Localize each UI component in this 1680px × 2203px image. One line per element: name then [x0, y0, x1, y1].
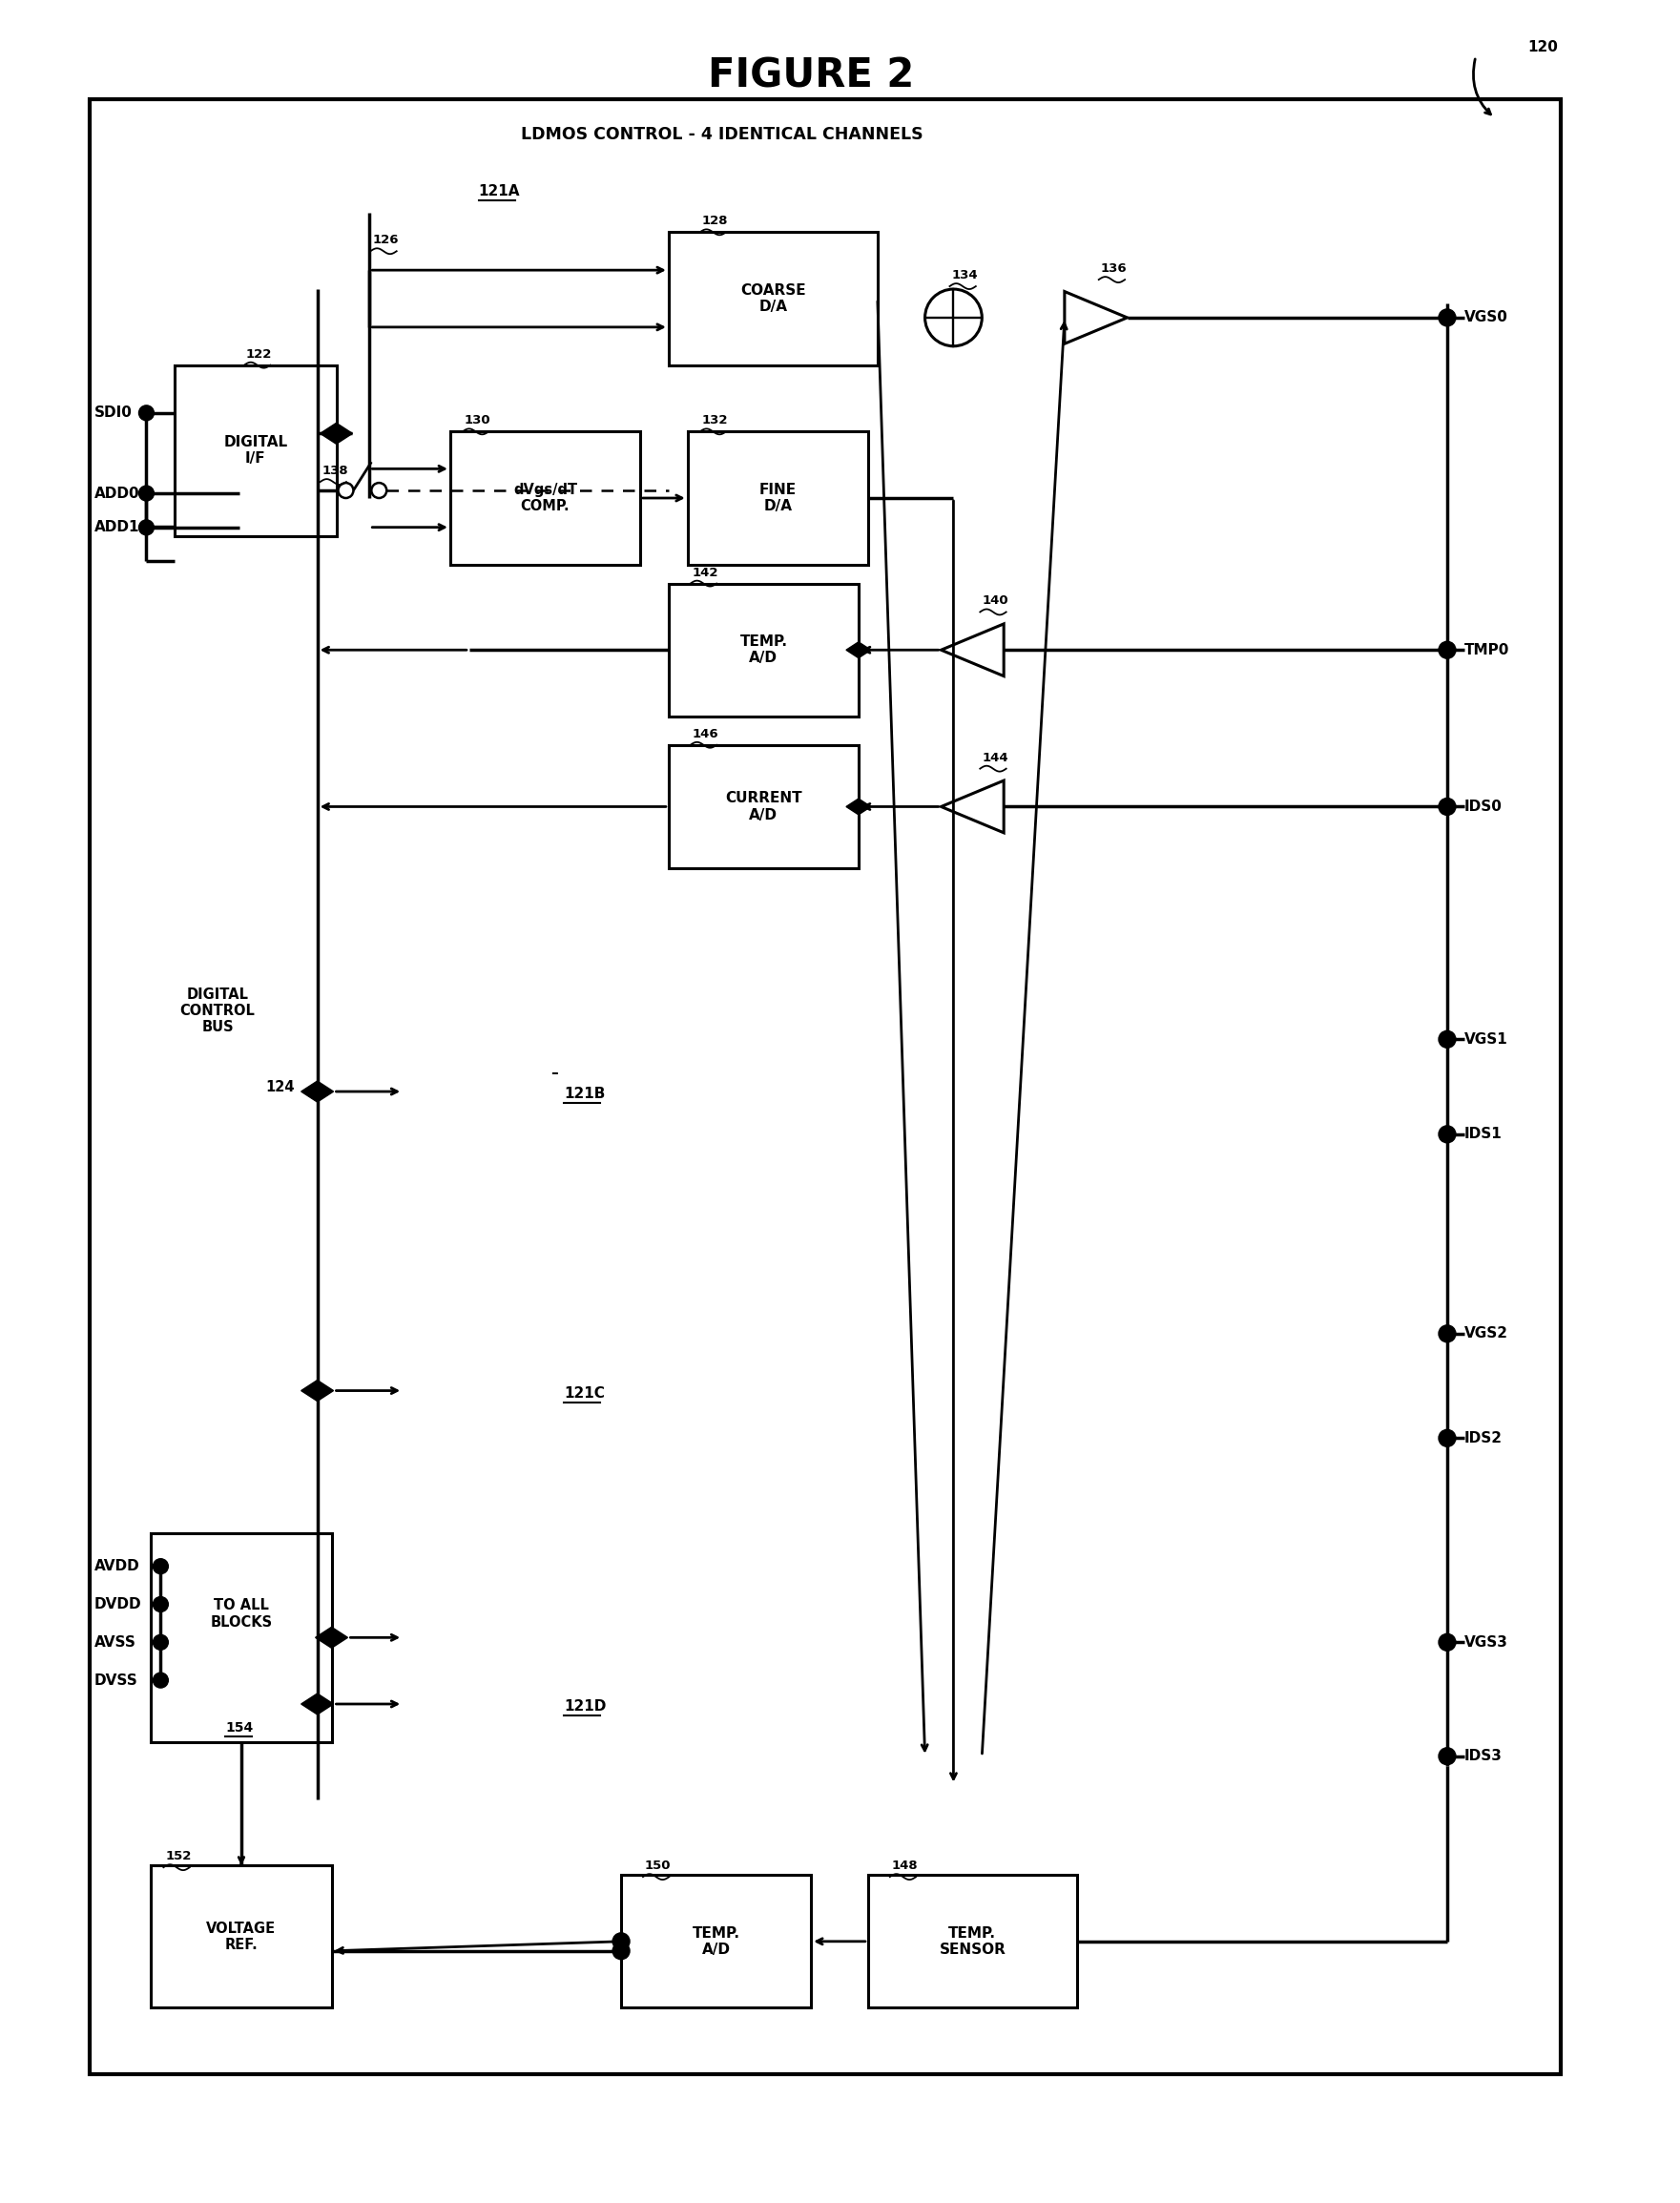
- Text: TMP0: TMP0: [1465, 643, 1510, 656]
- Circle shape: [139, 485, 155, 500]
- Text: VGS1: VGS1: [1465, 1033, 1509, 1046]
- FancyBboxPatch shape: [669, 231, 877, 366]
- FancyBboxPatch shape: [450, 432, 640, 564]
- Text: 121B: 121B: [564, 1086, 605, 1102]
- FancyBboxPatch shape: [869, 1875, 1077, 2007]
- Text: 128: 128: [702, 216, 727, 227]
- Polygon shape: [941, 623, 1003, 676]
- Text: 121A: 121A: [479, 185, 521, 198]
- Text: DIGITAL
I/F: DIGITAL I/F: [223, 436, 287, 467]
- Text: DIGITAL
CONTROL
BUS: DIGITAL CONTROL BUS: [180, 987, 255, 1035]
- Circle shape: [613, 1932, 630, 1950]
- Text: IDS0: IDS0: [1465, 800, 1502, 813]
- Text: 134: 134: [951, 269, 978, 282]
- Text: ADD0: ADD0: [94, 487, 139, 500]
- Circle shape: [1438, 641, 1457, 659]
- Polygon shape: [321, 423, 353, 445]
- Text: CURRENT
A/D: CURRENT A/D: [726, 791, 801, 822]
- Circle shape: [153, 1672, 168, 1687]
- Text: 130: 130: [464, 414, 491, 427]
- Circle shape: [613, 1943, 630, 1958]
- FancyBboxPatch shape: [151, 1533, 331, 1743]
- FancyBboxPatch shape: [354, 1267, 1446, 1513]
- FancyBboxPatch shape: [175, 366, 336, 535]
- FancyBboxPatch shape: [669, 745, 858, 868]
- Text: TEMP.
A/D: TEMP. A/D: [692, 1925, 739, 1956]
- Text: AVSS: AVSS: [94, 1635, 136, 1650]
- Polygon shape: [316, 1628, 348, 1648]
- Text: AVDD: AVDD: [94, 1560, 139, 1573]
- Polygon shape: [301, 1082, 333, 1102]
- Circle shape: [139, 405, 155, 421]
- Polygon shape: [847, 800, 870, 815]
- Text: –: –: [551, 1066, 564, 1079]
- Text: SDI0: SDI0: [94, 405, 133, 421]
- Text: 148: 148: [892, 1859, 917, 1873]
- Text: FINE
D/A: FINE D/A: [759, 482, 796, 513]
- Text: 132: 132: [702, 414, 727, 427]
- Circle shape: [926, 289, 981, 346]
- Circle shape: [1438, 1747, 1457, 1765]
- Polygon shape: [847, 641, 870, 659]
- Text: VGS0: VGS0: [1465, 311, 1509, 324]
- Text: TEMP.
A/D: TEMP. A/D: [739, 634, 788, 665]
- Text: 120: 120: [1527, 40, 1559, 55]
- Circle shape: [139, 520, 155, 535]
- FancyBboxPatch shape: [469, 489, 1342, 822]
- Text: IDS3: IDS3: [1465, 1749, 1502, 1762]
- Text: FIGURE 2: FIGURE 2: [707, 55, 914, 95]
- Polygon shape: [301, 1694, 333, 1714]
- Text: TEMP.
SENSOR: TEMP. SENSOR: [939, 1925, 1006, 1956]
- Circle shape: [1438, 1326, 1457, 1342]
- FancyBboxPatch shape: [622, 1875, 811, 2007]
- Text: DVDD: DVDD: [94, 1597, 141, 1610]
- Circle shape: [153, 1560, 168, 1573]
- Text: 122: 122: [245, 348, 272, 361]
- FancyBboxPatch shape: [354, 1562, 1446, 1846]
- Circle shape: [153, 1635, 168, 1650]
- Text: 124: 124: [265, 1079, 294, 1095]
- Text: TO ALL
BLOCKS: TO ALL BLOCKS: [210, 1599, 272, 1630]
- Text: VGS2: VGS2: [1465, 1326, 1509, 1342]
- Polygon shape: [1065, 291, 1127, 344]
- Circle shape: [1438, 1126, 1457, 1143]
- Text: 126: 126: [373, 234, 398, 247]
- Text: 138: 138: [323, 465, 348, 478]
- Text: 150: 150: [645, 1859, 670, 1873]
- Circle shape: [371, 482, 386, 498]
- Text: 146: 146: [692, 727, 719, 740]
- FancyBboxPatch shape: [151, 1866, 331, 2007]
- FancyBboxPatch shape: [89, 99, 1561, 2075]
- Text: LDMOS CONTROL - 4 IDENTICAL CHANNELS: LDMOS CONTROL - 4 IDENTICAL CHANNELS: [521, 126, 924, 143]
- Text: 144: 144: [981, 751, 1008, 764]
- FancyBboxPatch shape: [354, 194, 1446, 916]
- FancyBboxPatch shape: [354, 974, 1446, 1209]
- Polygon shape: [941, 780, 1003, 833]
- Text: IDS1: IDS1: [1465, 1128, 1502, 1141]
- Circle shape: [153, 1597, 168, 1613]
- Text: VOLTAGE
REF.: VOLTAGE REF.: [207, 1921, 276, 1952]
- FancyBboxPatch shape: [669, 584, 858, 716]
- Text: ADD1: ADD1: [94, 520, 139, 535]
- Text: dVgs/dT
COMP.: dVgs/dT COMP.: [512, 482, 578, 513]
- Text: 142: 142: [692, 566, 719, 579]
- Text: 136: 136: [1100, 262, 1127, 275]
- Text: 154: 154: [225, 1721, 254, 1734]
- Text: 140: 140: [981, 595, 1008, 608]
- Text: VGS3: VGS3: [1465, 1635, 1509, 1650]
- Circle shape: [338, 482, 353, 498]
- Text: 121C: 121C: [564, 1386, 605, 1401]
- Text: COARSE
D/A: COARSE D/A: [741, 284, 806, 315]
- Text: 121D: 121D: [564, 1699, 606, 1714]
- Text: 152: 152: [165, 1851, 192, 1862]
- Circle shape: [1438, 1430, 1457, 1447]
- Text: IDS2: IDS2: [1465, 1432, 1502, 1445]
- Text: DVSS: DVSS: [94, 1672, 138, 1687]
- Circle shape: [1438, 797, 1457, 815]
- Circle shape: [1438, 1635, 1457, 1650]
- Circle shape: [1438, 1031, 1457, 1049]
- Polygon shape: [301, 1379, 333, 1401]
- FancyBboxPatch shape: [687, 432, 869, 564]
- Circle shape: [1438, 308, 1457, 326]
